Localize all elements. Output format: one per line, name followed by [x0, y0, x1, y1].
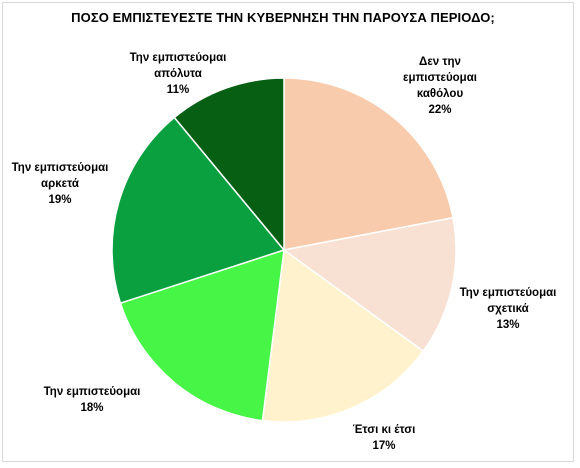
slice-label-text: απόλυτα	[154, 68, 202, 80]
slice-label-text: Την εμπιστεύομαι	[43, 386, 141, 398]
slice-label-text: εμπιστεύομαι	[403, 72, 477, 84]
slice-label-2: Την εμπιστεύομαι σχετικά 13%	[460, 285, 557, 333]
slice-label-text: Δεν την	[419, 56, 461, 68]
slice-percent: 17%	[372, 440, 396, 452]
slice-percent: 19%	[48, 194, 72, 206]
slice-label-text: καθόλου	[416, 88, 464, 100]
pie-slice-2	[282, 216, 457, 353]
pie-slice-1	[283, 77, 454, 251]
slice-percent: 22%	[428, 104, 452, 116]
slice-label-6: Την εμπιστεύομαι απόλυτα 11%	[130, 50, 227, 98]
slice-label-text: σχετικά	[487, 303, 529, 315]
chart-frame	[2, 2, 574, 462]
slice-label-text: Έτσι κι έτσι	[352, 424, 416, 436]
slice-label-3: Έτσι κι έτσι 17%	[353, 422, 416, 454]
chart-title: ΠΟΣΟ ΕΜΠΙΣΤΕΥΕΣΤΕ ΤΗΝ ΚΥΒΕΡΝΗΣΗ ΤΗΝ ΠΑΡΟ…	[71, 10, 495, 25]
pie-slice-5	[111, 116, 286, 305]
pie-slice-4	[119, 248, 285, 422]
slice-label-text: αρκετά	[41, 178, 79, 190]
slice-label-4: Την εμπιστεύομαι 18%	[44, 384, 141, 416]
slice-percent: 11%	[166, 84, 190, 96]
slice-percent: 18%	[80, 402, 104, 414]
pie-slice-3	[261, 248, 425, 423]
slice-percent: 13%	[496, 319, 520, 331]
pie-slice-6	[173, 77, 285, 253]
slice-label-text: Την εμπιστεύομαι	[11, 162, 109, 174]
slice-label-text: Την εμπιστεύομαι	[129, 52, 227, 64]
slice-label-1: Δεν την εμπιστεύομαι καθόλου 22%	[403, 54, 477, 118]
slice-label-text: Την εμπιστεύομαι	[459, 287, 557, 299]
slice-label-5: Την εμπιστεύομαι αρκετά 19%	[12, 160, 109, 208]
